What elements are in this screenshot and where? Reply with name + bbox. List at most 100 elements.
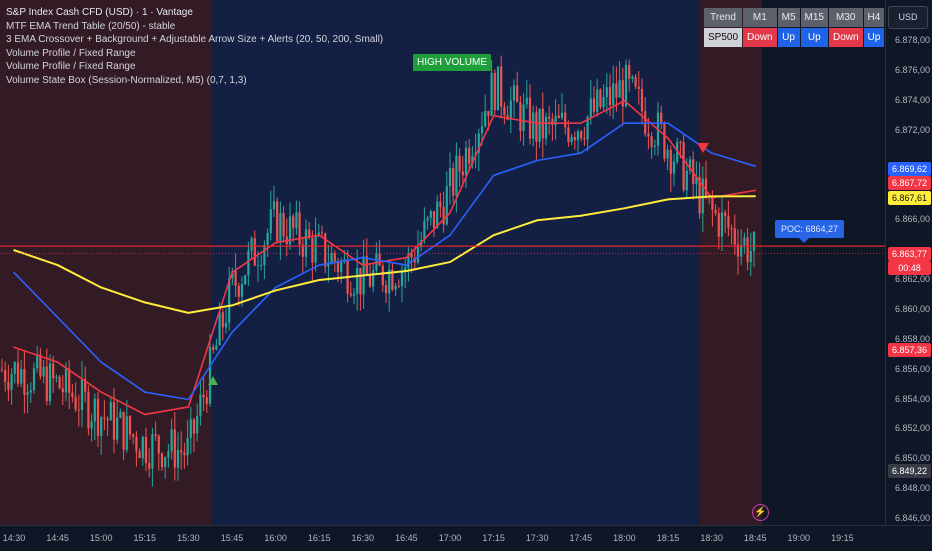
currency-button[interactable]: USD bbox=[888, 6, 928, 29]
price-axis[interactable]: 6.878,00 6.876,00 6.874,00 6.872,00 6.866,00… bbox=[885, 0, 932, 525]
candle-body bbox=[682, 142, 685, 191]
candle-body bbox=[720, 212, 724, 237]
candle-body bbox=[624, 64, 628, 107]
candle-body bbox=[736, 244, 740, 257]
candle-body bbox=[487, 110, 490, 116]
ema-line-3 bbox=[13, 195, 756, 314]
candle-body bbox=[560, 112, 564, 119]
indicator-item[interactable]: MTF EMA Trend Table (20/50) - stable bbox=[6, 20, 176, 32]
symbol-title[interactable]: S&P Index Cash CFD (USD) · 1 · Vantage bbox=[6, 7, 193, 18]
indicator-item[interactable]: Volume Profile / Fixed Range bbox=[6, 61, 136, 73]
candle-body bbox=[228, 278, 231, 323]
trend-header: M15 bbox=[800, 8, 828, 27]
trend-table-header-row: Trend M1 M5 M15 M30 H4 D bbox=[704, 8, 907, 27]
candle-body bbox=[266, 232, 269, 245]
indicator-item[interactable]: Volume State Box (Session-Normalized, M5… bbox=[6, 74, 247, 86]
candle-body bbox=[221, 312, 224, 328]
candle-body bbox=[167, 451, 170, 458]
price-tick: 6.854,00 bbox=[895, 393, 931, 404]
price-chart[interactable] bbox=[0, 0, 885, 525]
candle-body bbox=[320, 232, 324, 234]
trend-header: M30 bbox=[828, 8, 863, 27]
candle-body bbox=[311, 238, 314, 263]
time-tick: 19:15 bbox=[831, 533, 854, 543]
candle-body bbox=[615, 83, 618, 98]
ema-point bbox=[536, 122, 538, 124]
candle-body bbox=[548, 116, 551, 119]
candle-body bbox=[26, 392, 29, 395]
candle-body bbox=[68, 368, 71, 393]
ema-point bbox=[231, 304, 233, 307]
chart-area[interactable] bbox=[0, 0, 885, 525]
candle-body bbox=[592, 98, 596, 112]
candle-body bbox=[557, 115, 560, 119]
price-tick: 6.848,00 bbox=[895, 483, 931, 494]
ema-point bbox=[100, 361, 102, 363]
candle-body bbox=[410, 253, 413, 258]
candle-body bbox=[567, 127, 570, 143]
candle-body bbox=[388, 269, 391, 294]
candle-body bbox=[276, 201, 279, 242]
time-tick: 16:45 bbox=[395, 533, 418, 543]
time-tick: 17:00 bbox=[438, 533, 462, 543]
candle-body bbox=[20, 369, 23, 384]
candle-body bbox=[154, 434, 157, 436]
price-tick: 6.850,00 bbox=[895, 453, 931, 464]
ema-point bbox=[667, 137, 669, 139]
candle-body bbox=[48, 363, 52, 401]
ema-point bbox=[449, 234, 451, 236]
time-tick: 18:00 bbox=[613, 533, 636, 543]
candle-body bbox=[583, 138, 586, 140]
ema-point bbox=[100, 286, 102, 289]
candle-body bbox=[224, 322, 228, 328]
candle-body bbox=[298, 212, 301, 245]
candle-body bbox=[400, 270, 404, 287]
price-tag: 6.867,61 bbox=[888, 191, 931, 205]
candle-body bbox=[176, 450, 180, 468]
candle-body bbox=[426, 217, 429, 221]
lightning-icon[interactable]: ⚡ bbox=[752, 504, 769, 521]
candle-body bbox=[352, 293, 356, 296]
candle-body bbox=[711, 196, 714, 210]
candle-body bbox=[490, 72, 493, 116]
candle-body bbox=[448, 168, 452, 187]
ema-point bbox=[405, 270, 408, 272]
candle-body bbox=[199, 394, 202, 416]
time-axis[interactable]: 14:30 14:45 15:00 15:15 15:30 15:45 16:00 16:15… bbox=[0, 525, 932, 551]
candle-body bbox=[180, 450, 183, 453]
candle-body bbox=[349, 293, 352, 296]
indicator-item[interactable]: 3 EMA Crossover + Background + Adjustabl… bbox=[6, 34, 384, 46]
ema-point bbox=[580, 122, 582, 124]
candle-body bbox=[333, 253, 336, 263]
candle-body bbox=[397, 285, 400, 287]
candle-body bbox=[119, 411, 122, 418]
ema-point bbox=[667, 122, 669, 124]
candle-body bbox=[698, 176, 701, 214]
indicator-item[interactable]: Volume Profile / Fixed Range bbox=[6, 47, 136, 59]
ema-line-2 bbox=[13, 122, 756, 401]
candle-body bbox=[87, 391, 90, 429]
candle-body bbox=[471, 156, 474, 164]
candle-body bbox=[125, 416, 128, 450]
candle-body bbox=[58, 376, 61, 389]
candle-body bbox=[112, 402, 116, 440]
candle-body bbox=[304, 229, 308, 257]
candle-body bbox=[538, 108, 541, 142]
candle-body bbox=[436, 201, 439, 229]
candle-body bbox=[29, 390, 32, 393]
candle-body bbox=[493, 72, 496, 111]
candle-body bbox=[532, 112, 535, 139]
candle-body bbox=[743, 237, 746, 246]
candle-body bbox=[4, 370, 7, 382]
candle-body bbox=[628, 64, 631, 79]
price-tick: 6.874,00 bbox=[895, 94, 931, 105]
candle-body bbox=[55, 376, 58, 379]
candle-body bbox=[631, 76, 634, 79]
ema-point bbox=[274, 286, 277, 289]
candle-body bbox=[39, 354, 42, 377]
ema-point bbox=[667, 198, 669, 201]
candle-body bbox=[263, 244, 266, 265]
candle-body bbox=[71, 392, 74, 398]
candle-body bbox=[432, 210, 436, 229]
ema-point bbox=[13, 346, 15, 349]
